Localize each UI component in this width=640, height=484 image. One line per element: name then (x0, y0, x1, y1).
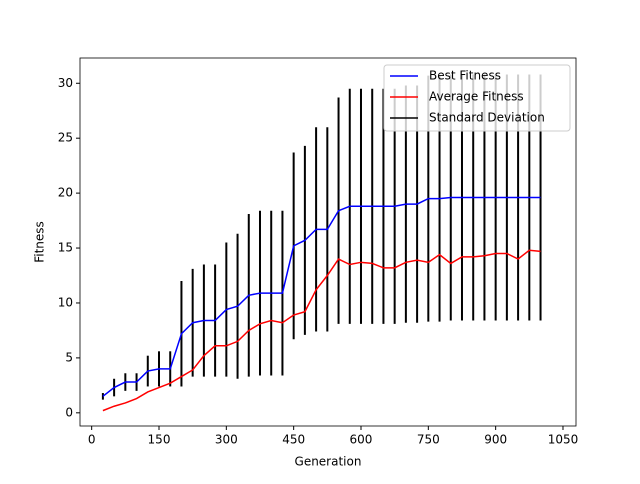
x-tick-label: 150 (148, 433, 171, 447)
x-axis-label: Generation (295, 455, 362, 469)
line-series (102, 196, 541, 397)
x-tick-label: 600 (350, 433, 373, 447)
y-tick-label: 0 (65, 405, 73, 419)
y-tick-label: 30 (58, 76, 73, 90)
legend-box (383, 64, 571, 132)
y-axis-label: Fitness (33, 221, 47, 263)
legend-label: Best Fitness (429, 69, 501, 83)
y-tick-label: 20 (58, 186, 73, 200)
y-tick-label: 15 (58, 241, 73, 255)
y-tick-label: 25 (58, 131, 73, 145)
y-tick-label: 10 (58, 295, 73, 309)
x-tick-label: 900 (484, 433, 507, 447)
plot-frame (79, 57, 577, 427)
x-tick-label: 1050 (548, 433, 579, 447)
legend-label: Average Fitness (429, 90, 524, 104)
x-tick-label: 300 (215, 433, 238, 447)
line-series (102, 249, 541, 412)
x-tick-label: 0 (88, 433, 96, 447)
legend-label: Standard Deviation (429, 111, 545, 125)
y-tick-label: 5 (65, 350, 73, 364)
x-tick-label: 450 (282, 433, 305, 447)
x-tick-label: 750 (417, 433, 440, 447)
